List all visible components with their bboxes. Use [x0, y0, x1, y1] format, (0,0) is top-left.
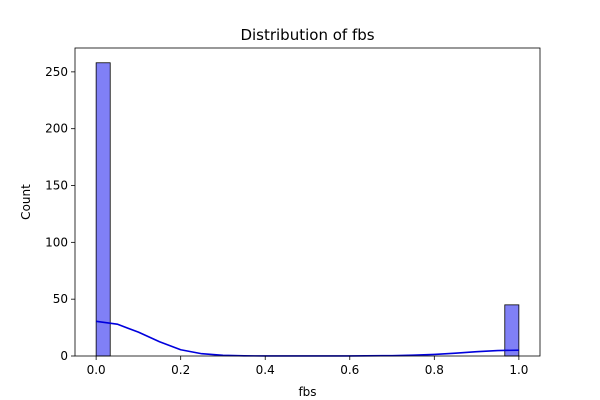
x-tick-label: 0.4	[256, 363, 275, 377]
x-tick-label: 1.0	[509, 363, 528, 377]
x-tick-label: 0.8	[425, 363, 444, 377]
histogram-bar-1	[95, 62, 111, 357]
x-tick-label: 0.0	[87, 363, 106, 377]
y-tick-label: 50	[53, 292, 68, 306]
y-tick-label: 200	[45, 122, 68, 136]
kde-layer	[96, 320, 519, 357]
x-axis-label: fbs	[298, 385, 316, 399]
axes-frame	[74, 47, 541, 357]
chart-title: Distribution of fbs	[240, 26, 374, 44]
axes	[74, 47, 541, 357]
y-axis-label: Count	[19, 184, 33, 220]
y-tick-label: 0	[60, 349, 68, 363]
kde-line	[96, 320, 519, 357]
y-tick-label: 250	[45, 65, 68, 79]
plot-area	[95, 62, 520, 357]
x-tick-label: 0.6	[340, 363, 359, 377]
histogram-bar-2	[504, 304, 520, 357]
y-tick-label: 100	[45, 235, 68, 249]
y-tick-label: 150	[45, 179, 68, 193]
ticks: 0.0 0.2 0.4 0.6 0.8 1.0 0 50 100 150 200 250	[45, 65, 528, 377]
x-tick-label: 0.2	[171, 363, 190, 377]
